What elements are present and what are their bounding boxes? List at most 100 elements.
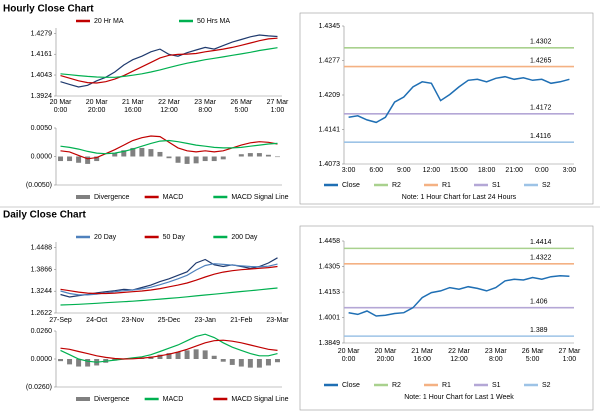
divergence-bar — [256, 359, 262, 368]
divergence-bar — [220, 359, 226, 362]
x-tick-label: 23-Jan — [194, 317, 216, 324]
divergence-bar — [211, 156, 217, 162]
divergence-bar — [94, 156, 100, 162]
legend-label: 200 Day — [231, 234, 258, 241]
y-tick-label: 1.3849 — [319, 340, 341, 347]
chart-note: Note: 1 Hour Chart for Last 24 Hours — [402, 194, 517, 201]
divergence-bar — [247, 359, 253, 368]
series-line — [60, 139, 278, 155]
divergence-bar — [211, 355, 217, 359]
legend-label: 50 Day — [163, 234, 186, 241]
divergence-bar — [157, 354, 163, 359]
divergence-bar — [238, 154, 244, 157]
divergence-bar — [202, 156, 208, 162]
y-tick-label: 1.4073 — [319, 161, 341, 168]
divergence-bar — [76, 156, 82, 163]
x-tick-label: 21 Mar 16:00 — [411, 348, 433, 363]
divergence-bar — [85, 359, 91, 367]
level-label: 1.4265 — [530, 57, 552, 64]
x-tick-label: 3:00 — [563, 167, 577, 174]
legend-swatch — [76, 397, 90, 401]
y-tick-label: 1.4305 — [319, 263, 341, 270]
x-tick-label: 15:00 — [450, 167, 468, 174]
legend-label: S2 — [542, 382, 551, 389]
level-label: 1.4172 — [530, 105, 552, 112]
y-tick-label: 1.4043 — [31, 72, 53, 79]
series-line — [348, 75, 570, 124]
x-tick-label: 20 Mar 20:00 — [375, 348, 397, 363]
divergence-bar — [274, 359, 280, 363]
series-line — [60, 257, 278, 298]
x-tick-label: 20 Mar 20:00 — [86, 99, 108, 114]
divergence-bar — [85, 156, 91, 164]
x-tick-label: 6:00 — [369, 167, 383, 174]
x-tick-label: 21:00 — [505, 167, 523, 174]
y-tick-label: 1.4458 — [319, 238, 341, 245]
divergence-bar — [58, 156, 64, 162]
series-line — [60, 47, 278, 78]
y-tick-label: (0.0260) — [26, 384, 52, 391]
y-tick-label: 1.4209 — [319, 92, 341, 99]
x-tick-label: 3:00 — [342, 167, 356, 174]
x-tick-label: 26 Mar 5:00 — [230, 99, 252, 114]
series-line — [60, 263, 278, 296]
legend-label: R2 — [392, 182, 401, 189]
legend-label: 50 Hrs MA — [197, 18, 230, 25]
x-tick-label: 22 Mar 12:00 — [158, 99, 180, 114]
legend-label: 20 Hr MA — [94, 18, 124, 25]
level-label: 1.406 — [530, 299, 548, 306]
x-tick-label: 22 Mar 12:00 — [448, 348, 470, 363]
legend-label: MACD Signal Line — [231, 396, 288, 403]
legend-label: R1 — [442, 382, 451, 389]
divergence-bar — [148, 149, 154, 157]
divergence-bar — [130, 147, 136, 157]
series-line — [60, 333, 278, 363]
x-tick-label: 21-Feb — [230, 317, 252, 324]
y-tick-label: 1.4161 — [31, 51, 53, 58]
divergence-bar — [202, 350, 208, 359]
legend-label: Divergence — [94, 396, 130, 403]
legend-label: MACD Signal Line — [231, 194, 288, 201]
y-tick-label: 1.4141 — [319, 126, 341, 133]
series-line — [60, 135, 278, 160]
legend-label: MACD — [163, 396, 184, 403]
y-tick-label: 1.2622 — [31, 310, 53, 317]
divergence-bar — [157, 151, 163, 157]
y-tick-label: 1.4345 — [319, 23, 341, 30]
level-label: 1.4322 — [530, 255, 552, 262]
x-tick-label: 18:00 — [478, 167, 496, 174]
divergence-bar — [220, 156, 226, 160]
section-title: Hourly Close Chart — [3, 4, 94, 15]
x-tick-label: 20 Mar 0:00 — [50, 99, 72, 114]
divergence-bar — [112, 153, 118, 157]
x-tick-label: 27 Mar 1:00 — [267, 99, 289, 114]
legend-label: R1 — [442, 182, 451, 189]
divergence-bar — [67, 156, 73, 162]
section-title: Daily Close Chart — [3, 210, 86, 221]
divergence-bar — [175, 156, 181, 163]
divergence-bar — [121, 150, 127, 157]
y-tick-label: 1.4488 — [31, 245, 53, 252]
divergence-bar — [139, 147, 145, 157]
legend-label: S2 — [542, 182, 551, 189]
divergence-bar — [67, 359, 73, 365]
divergence-bar — [229, 359, 235, 365]
y-tick-label: 1.3244 — [31, 288, 53, 295]
legend-label: Close — [342, 382, 360, 389]
series-line — [60, 287, 278, 306]
divergence-bar — [256, 153, 262, 157]
divergence-bar — [184, 350, 190, 359]
series-line — [60, 339, 278, 360]
y-tick-label: 0.0000 — [31, 153, 53, 160]
level-label: 1.389 — [530, 327, 548, 334]
x-tick-label: 23 Mar 8:00 — [194, 99, 216, 114]
legend-label: MACD — [163, 194, 184, 201]
x-tick-label: 9:00 — [397, 167, 411, 174]
legend-label: S1 — [492, 382, 501, 389]
y-tick-label: 0.0050 — [31, 125, 53, 132]
chart-note: Note: 1 Hour Chart for Last 1 Week — [404, 394, 514, 401]
y-tick-label: 1.4279 — [31, 30, 53, 37]
divergence-bar — [238, 359, 244, 367]
divergence-bar — [184, 156, 190, 164]
